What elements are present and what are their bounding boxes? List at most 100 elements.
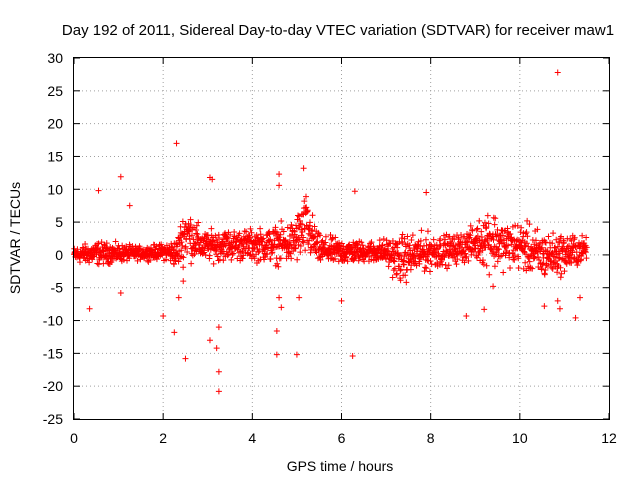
data-point [193,248,200,255]
data-point [465,235,472,242]
data-point-outlier [276,294,283,301]
data-point [94,260,101,267]
data-point [526,258,533,265]
data-point [437,236,444,243]
y-tick-label: 5 [55,214,63,230]
data-point-outlier [338,297,345,304]
data-point [514,222,521,229]
data-point-outlier [206,337,213,344]
data-point [247,225,254,232]
data-point [447,238,454,245]
data-point [210,260,217,267]
data-point [494,258,501,265]
data-point [401,261,408,268]
data-point [184,249,191,256]
data-point [579,232,586,239]
data-point [178,239,185,246]
data-point [229,251,236,258]
data-point [391,265,398,272]
data-point [286,249,293,256]
data-point [359,242,366,249]
data-point [276,234,283,241]
data-point [476,248,483,255]
data-point [76,259,83,266]
data-point [126,255,133,262]
data-point [527,252,534,259]
data-point [543,262,550,269]
data-point [583,255,590,262]
data-point [301,198,308,205]
data-point [147,244,154,251]
data-point [316,232,323,239]
data-point [542,266,549,273]
data-point [423,265,430,272]
data-point [303,204,310,211]
data-point [402,272,409,279]
data-point [403,279,410,286]
data-point [412,260,419,267]
data-point [558,256,565,263]
data-point [188,260,195,267]
data-point [534,226,541,233]
data-point [227,231,234,238]
grid [74,58,609,419]
data-point-outlier [173,140,180,147]
data-point [491,221,498,228]
data-point [469,227,476,234]
x-tick-label: 10 [512,430,528,446]
data-point [515,255,522,262]
data-point [558,270,565,277]
data-point [474,225,481,232]
data-point-outlier [541,303,548,310]
data-point [292,245,299,252]
data-point [253,232,260,239]
data-point [412,255,419,262]
data-point [302,247,309,254]
data-point [163,256,170,263]
data-point [490,214,497,221]
data-point [174,251,181,258]
data-point-outlier [481,306,488,313]
data-point [201,249,208,256]
data-point-outlier [300,165,307,172]
data-point [468,251,475,258]
data-point [265,230,272,237]
data-point [314,239,321,246]
data-point [554,269,561,276]
data-point [397,266,404,273]
data-point [491,263,498,270]
y-tick-label: 10 [47,181,63,197]
data-point [298,221,305,228]
data-point [583,234,590,241]
data-point [408,262,415,269]
data-point [236,242,243,249]
data-point [208,225,215,232]
data-point [490,248,497,255]
data-point [383,256,390,263]
data-point [175,258,182,265]
y-tick-label: -25 [43,411,63,427]
data-point-outlier [293,351,300,358]
data-point-outlier [556,305,563,312]
data-point [582,249,589,256]
data-point-outlier [273,328,280,335]
data-point [311,223,318,230]
data-point [168,243,175,250]
data-point [285,245,292,252]
data-point [79,244,86,251]
data-point [294,256,301,263]
data-point [483,224,490,231]
y-tick-label: -10 [43,313,63,329]
data-point [401,253,408,260]
data-point [93,246,100,253]
data-point [367,240,374,247]
data-point [305,225,312,232]
y-tick-label: -15 [43,345,63,361]
data-point [550,253,557,260]
data-point [190,236,197,243]
data-point [513,238,520,245]
y-tick-label: 30 [47,50,63,66]
data-point [222,230,229,237]
data-point [269,249,276,256]
